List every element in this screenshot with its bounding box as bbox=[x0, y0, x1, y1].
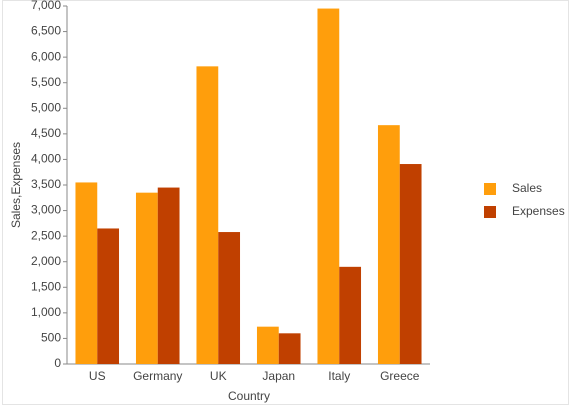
chart-border bbox=[2, 0, 569, 405]
y-tick-label: 4,500 bbox=[31, 126, 61, 140]
bar bbox=[196, 66, 219, 364]
y-tick-label: 5,500 bbox=[31, 75, 61, 89]
bar bbox=[399, 164, 422, 364]
y-tick-label: 4,000 bbox=[31, 152, 61, 166]
y-tick-label: 7,000 bbox=[31, 0, 61, 12]
y-tick-label: 3,000 bbox=[31, 203, 61, 217]
bar bbox=[218, 232, 241, 364]
y-tick-label: 2,500 bbox=[31, 228, 61, 242]
legend-swatch bbox=[484, 183, 496, 195]
bar bbox=[317, 8, 340, 365]
y-tick-label: 6,000 bbox=[31, 49, 61, 63]
y-tick-label: 5,000 bbox=[31, 100, 61, 114]
x-tick-label: Italy bbox=[328, 369, 350, 383]
x-tick-label: Greece bbox=[380, 369, 420, 383]
x-axis-title: Country bbox=[228, 389, 270, 403]
x-tick-label: Germany bbox=[133, 369, 182, 383]
bar bbox=[278, 333, 301, 364]
x-tick-label: Japan bbox=[262, 369, 295, 383]
y-tick-label: 1,500 bbox=[31, 279, 61, 293]
bar bbox=[97, 228, 120, 364]
bar bbox=[339, 266, 362, 364]
y-tick-label: 3,500 bbox=[31, 177, 61, 191]
bar bbox=[157, 187, 180, 364]
y-tick-label: 0 bbox=[54, 356, 61, 370]
y-tick-label: 500 bbox=[41, 331, 61, 345]
bar bbox=[256, 326, 279, 364]
y-axis-title: Sales,Expenses bbox=[9, 142, 23, 228]
y-tick-label: 2,000 bbox=[31, 254, 61, 268]
y-tick-label: 6,500 bbox=[31, 24, 61, 38]
legend-label: Expenses bbox=[512, 204, 565, 218]
x-tick-label: UK bbox=[210, 369, 227, 383]
bar bbox=[135, 192, 158, 364]
legend-swatch bbox=[484, 206, 496, 218]
x-tick-label: US bbox=[89, 369, 106, 383]
bar bbox=[75, 182, 98, 364]
bar bbox=[377, 125, 400, 364]
legend-label: Sales bbox=[512, 181, 542, 195]
y-tick-label: 1,000 bbox=[31, 305, 61, 319]
